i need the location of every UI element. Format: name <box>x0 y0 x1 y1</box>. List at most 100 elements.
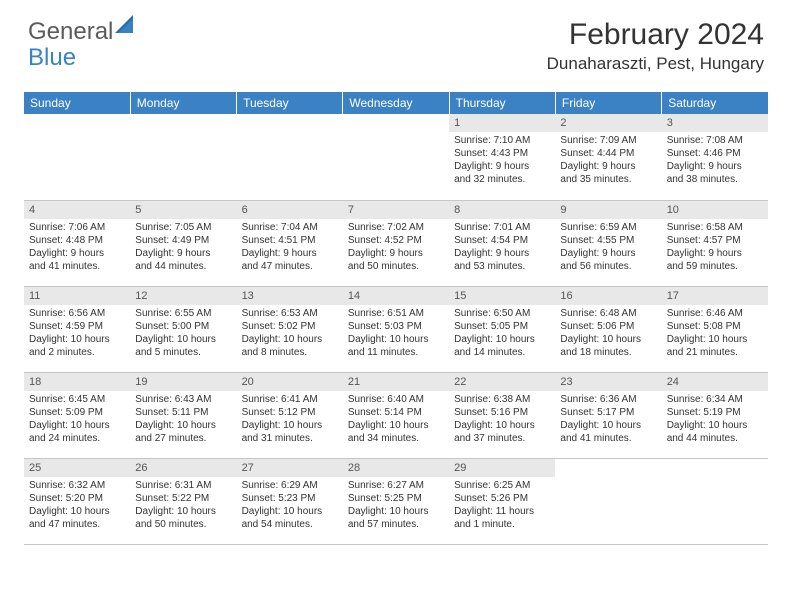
day-number: 16 <box>555 287 661 305</box>
sunset-text: Sunset: 5:12 PM <box>242 406 338 419</box>
daylight-text-2: and 2 minutes. <box>29 346 125 359</box>
calendar-day-cell: 2Sunrise: 7:09 AMSunset: 4:44 PMDaylight… <box>555 114 661 200</box>
calendar-day-cell: 4Sunrise: 7:06 AMSunset: 4:48 PMDaylight… <box>24 200 130 286</box>
day-details: Sunrise: 6:56 AMSunset: 4:59 PMDaylight:… <box>24 305 130 363</box>
calendar-day-cell <box>130 114 236 200</box>
sunset-text: Sunset: 4:49 PM <box>135 234 231 247</box>
sunset-text: Sunset: 4:57 PM <box>667 234 763 247</box>
daylight-text-1: Daylight: 10 hours <box>29 505 125 518</box>
calendar-day-cell: 23Sunrise: 6:36 AMSunset: 5:17 PMDayligh… <box>555 372 661 458</box>
day-details: Sunrise: 7:05 AMSunset: 4:49 PMDaylight:… <box>130 219 236 277</box>
calendar-day-cell <box>237 114 343 200</box>
day-details: Sunrise: 6:48 AMSunset: 5:06 PMDaylight:… <box>555 305 661 363</box>
day-details: Sunrise: 6:43 AMSunset: 5:11 PMDaylight:… <box>130 391 236 449</box>
daylight-text-1: Daylight: 10 hours <box>29 333 125 346</box>
sunrise-text: Sunrise: 6:29 AM <box>242 479 338 492</box>
calendar-day-cell: 11Sunrise: 6:56 AMSunset: 4:59 PMDayligh… <box>24 286 130 372</box>
page-header: General February 2024 Dunaharaszti, Pest… <box>0 0 792 80</box>
daylight-text-1: Daylight: 10 hours <box>348 419 444 432</box>
daylight-text-1: Daylight: 9 hours <box>348 247 444 260</box>
calendar-table: Sunday Monday Tuesday Wednesday Thursday… <box>24 92 768 545</box>
sunrise-text: Sunrise: 7:05 AM <box>135 221 231 234</box>
day-number: 27 <box>237 459 343 477</box>
day-details: Sunrise: 6:38 AMSunset: 5:16 PMDaylight:… <box>449 391 555 449</box>
sunrise-text: Sunrise: 6:31 AM <box>135 479 231 492</box>
sunset-text: Sunset: 5:08 PM <box>667 320 763 333</box>
day-number: 9 <box>555 201 661 219</box>
daylight-text-1: Daylight: 9 hours <box>667 160 763 173</box>
sunrise-text: Sunrise: 6:51 AM <box>348 307 444 320</box>
calendar-day-cell: 5Sunrise: 7:05 AMSunset: 4:49 PMDaylight… <box>130 200 236 286</box>
day-details: Sunrise: 6:51 AMSunset: 5:03 PMDaylight:… <box>343 305 449 363</box>
daylight-text-1: Daylight: 10 hours <box>348 505 444 518</box>
day-details: Sunrise: 7:01 AMSunset: 4:54 PMDaylight:… <box>449 219 555 277</box>
day-details: Sunrise: 7:10 AMSunset: 4:43 PMDaylight:… <box>449 132 555 190</box>
sunset-text: Sunset: 5:05 PM <box>454 320 550 333</box>
day-number: 22 <box>449 373 555 391</box>
daylight-text-1: Daylight: 10 hours <box>454 419 550 432</box>
calendar-day-cell <box>343 114 449 200</box>
daylight-text-2: and 50 minutes. <box>135 518 231 531</box>
sunrise-text: Sunrise: 7:08 AM <box>667 134 763 147</box>
day-details: Sunrise: 6:36 AMSunset: 5:17 PMDaylight:… <box>555 391 661 449</box>
day-details: Sunrise: 7:08 AMSunset: 4:46 PMDaylight:… <box>662 132 768 190</box>
daylight-text-2: and 59 minutes. <box>667 260 763 273</box>
calendar-day-cell: 18Sunrise: 6:45 AMSunset: 5:09 PMDayligh… <box>24 372 130 458</box>
calendar-week-row: 11Sunrise: 6:56 AMSunset: 4:59 PMDayligh… <box>24 286 768 372</box>
daylight-text-2: and 14 minutes. <box>454 346 550 359</box>
daylight-text-2: and 56 minutes. <box>560 260 656 273</box>
weekday-header: Wednesday <box>343 92 449 114</box>
day-number: 3 <box>662 114 768 132</box>
logo-sail-icon <box>115 15 137 35</box>
day-details: Sunrise: 6:58 AMSunset: 4:57 PMDaylight:… <box>662 219 768 277</box>
sunrise-text: Sunrise: 6:46 AM <box>667 307 763 320</box>
sunrise-text: Sunrise: 6:38 AM <box>454 393 550 406</box>
sunrise-text: Sunrise: 6:34 AM <box>667 393 763 406</box>
calendar-header-row: Sunday Monday Tuesday Wednesday Thursday… <box>24 92 768 114</box>
daylight-text-1: Daylight: 9 hours <box>242 247 338 260</box>
calendar-day-cell: 25Sunrise: 6:32 AMSunset: 5:20 PMDayligh… <box>24 458 130 544</box>
daylight-text-1: Daylight: 10 hours <box>348 333 444 346</box>
sunrise-text: Sunrise: 6:27 AM <box>348 479 444 492</box>
day-number: 15 <box>449 287 555 305</box>
day-number: 24 <box>662 373 768 391</box>
day-details: Sunrise: 6:41 AMSunset: 5:12 PMDaylight:… <box>237 391 343 449</box>
sunrise-text: Sunrise: 6:53 AM <box>242 307 338 320</box>
sunset-text: Sunset: 5:11 PM <box>135 406 231 419</box>
day-number: 14 <box>343 287 449 305</box>
daylight-text-2: and 1 minute. <box>454 518 550 531</box>
sunset-text: Sunset: 5:02 PM <box>242 320 338 333</box>
daylight-text-1: Daylight: 9 hours <box>454 247 550 260</box>
daylight-text-2: and 18 minutes. <box>560 346 656 359</box>
sunset-text: Sunset: 5:00 PM <box>135 320 231 333</box>
weekday-header: Sunday <box>24 92 130 114</box>
sunset-text: Sunset: 4:51 PM <box>242 234 338 247</box>
daylight-text-1: Daylight: 10 hours <box>29 419 125 432</box>
daylight-text-2: and 34 minutes. <box>348 432 444 445</box>
sunset-text: Sunset: 5:14 PM <box>348 406 444 419</box>
day-details: Sunrise: 7:02 AMSunset: 4:52 PMDaylight:… <box>343 219 449 277</box>
calendar-day-cell: 14Sunrise: 6:51 AMSunset: 5:03 PMDayligh… <box>343 286 449 372</box>
day-number: 29 <box>449 459 555 477</box>
calendar-day-cell: 1Sunrise: 7:10 AMSunset: 4:43 PMDaylight… <box>449 114 555 200</box>
daylight-text-1: Daylight: 9 hours <box>667 247 763 260</box>
daylight-text-1: Daylight: 9 hours <box>560 160 656 173</box>
daylight-text-2: and 50 minutes. <box>348 260 444 273</box>
sunset-text: Sunset: 4:59 PM <box>29 320 125 333</box>
day-details: Sunrise: 6:46 AMSunset: 5:08 PMDaylight:… <box>662 305 768 363</box>
calendar-day-cell <box>555 458 661 544</box>
sunset-text: Sunset: 5:09 PM <box>29 406 125 419</box>
calendar-day-cell: 24Sunrise: 6:34 AMSunset: 5:19 PMDayligh… <box>662 372 768 458</box>
sunset-text: Sunset: 5:26 PM <box>454 492 550 505</box>
sunset-text: Sunset: 4:55 PM <box>560 234 656 247</box>
sunset-text: Sunset: 4:52 PM <box>348 234 444 247</box>
day-details: Sunrise: 6:45 AMSunset: 5:09 PMDaylight:… <box>24 391 130 449</box>
sunrise-text: Sunrise: 6:40 AM <box>348 393 444 406</box>
calendar-day-cell: 17Sunrise: 6:46 AMSunset: 5:08 PMDayligh… <box>662 286 768 372</box>
calendar-week-row: 4Sunrise: 7:06 AMSunset: 4:48 PMDaylight… <box>24 200 768 286</box>
sunset-text: Sunset: 5:17 PM <box>560 406 656 419</box>
day-number: 26 <box>130 459 236 477</box>
sunrise-text: Sunrise: 7:06 AM <box>29 221 125 234</box>
weekday-header: Friday <box>555 92 661 114</box>
location-text: Dunaharaszti, Pest, Hungary <box>547 54 764 74</box>
